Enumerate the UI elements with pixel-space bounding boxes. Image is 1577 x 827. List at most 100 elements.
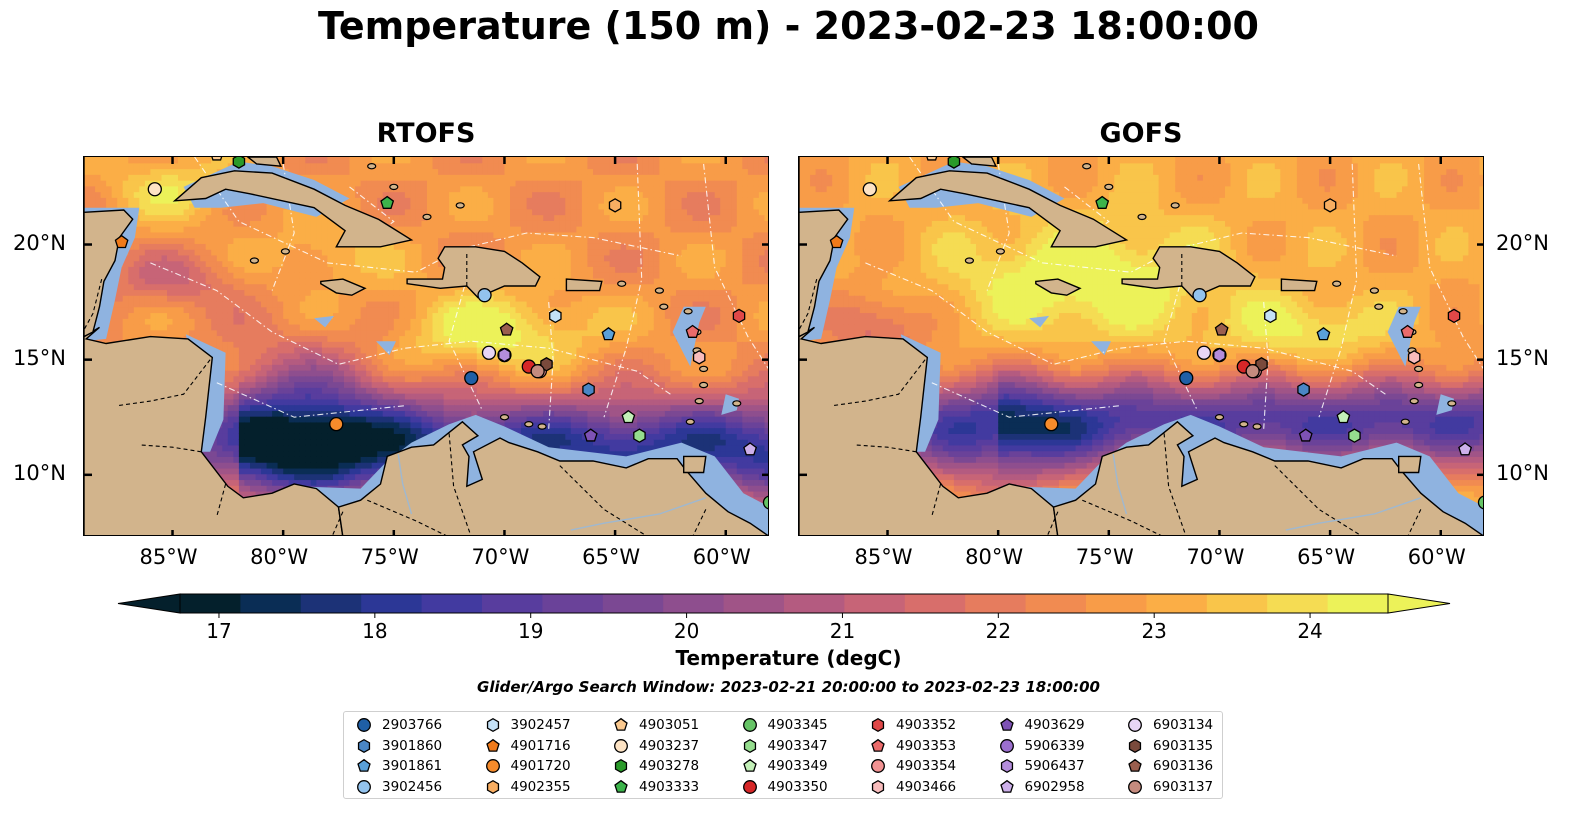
legend-label: 4903354	[896, 758, 957, 774]
gofs-country-border	[832, 359, 926, 407]
rtofs-lon-label: 75°W	[360, 545, 419, 569]
rtofs-country-border	[332, 511, 344, 535]
legend-label: 3901861	[382, 758, 443, 774]
rtofs-platform-6903134	[481, 345, 497, 360]
legend-marker-6903136	[1128, 758, 1142, 772]
gofs-platform-4901716	[829, 234, 844, 249]
legend-marker-5906437	[1000, 758, 1013, 774]
legend-marker-icon	[614, 738, 628, 753]
rtofs-shallow-water	[376, 341, 396, 356]
rtofs-lon-label: 70°W	[471, 545, 530, 569]
map-gofs	[798, 156, 1484, 536]
gofs-island	[995, 248, 1005, 255]
colorbar-tick-label: 20	[674, 619, 699, 640]
gofs-platform-4903629	[1298, 428, 1313, 442]
legend-item: 4903349	[742, 756, 828, 776]
gofs-island	[964, 257, 974, 264]
legend-label: 6903136	[1153, 758, 1214, 774]
rtofs-platform-4903278	[232, 157, 246, 169]
legend-marker-4903333	[614, 779, 628, 793]
gofs-eez-boundary	[1064, 186, 1110, 239]
colorbar-tick-label: 19	[518, 619, 543, 640]
colorbar-segment	[784, 594, 845, 613]
rtofs-platform-3901860	[582, 382, 595, 397]
legend-item: 4903353	[870, 736, 956, 756]
legend-marker-icon	[999, 717, 1014, 731]
rtofs-eez-boundary	[548, 302, 554, 429]
legend-item: 4903350	[742, 777, 828, 797]
legend-item: 3901860	[356, 736, 442, 756]
rtofs-river	[570, 497, 707, 531]
gofs-country-border	[931, 483, 942, 517]
legend-marker-icon	[357, 738, 371, 753]
panel-title-gofs: GOFS	[1099, 118, 1183, 149]
legend-item: 4901716	[485, 736, 571, 756]
rtofs-island	[659, 303, 669, 310]
legend-item: 6903135	[1127, 736, 1213, 756]
gofs-island	[1239, 421, 1249, 428]
rtofs-lon-label: 60°W	[692, 545, 751, 569]
gofs-platform-4903466	[1407, 350, 1421, 365]
gofs-country-border	[1407, 509, 1422, 535]
rtofs-land-trinidad	[683, 455, 707, 474]
gofs-island	[1332, 280, 1342, 287]
legend-marker-4901716	[485, 738, 500, 752]
legend-label: 4903349	[767, 758, 828, 774]
legend-item: 6903136	[1127, 756, 1213, 776]
legend-marker-4903349	[742, 758, 757, 772]
rtofs-lon-label: 65°W	[582, 545, 641, 569]
legend-item: 3901861	[356, 756, 442, 776]
figure-title: Temperature (150 m) - 2023-02-23 18:00:0…	[317, 4, 1259, 48]
legend-marker-4903352	[871, 717, 885, 733]
legend-marker-icon	[1128, 738, 1142, 753]
rtofs-platform-3902456	[477, 288, 492, 303]
gofs-island	[1409, 397, 1419, 405]
legend-label: 4903353	[896, 737, 957, 754]
legend-marker-icon	[485, 759, 500, 773]
gofs-platform-2903766	[1179, 370, 1194, 386]
legend-marker-icon	[486, 779, 499, 794]
rtofs-island	[698, 365, 709, 373]
legend-label: 4903629	[1024, 717, 1085, 733]
lat-label-left: 20°N	[13, 230, 66, 255]
legend-marker-icon	[614, 779, 628, 793]
colorbar-segment	[602, 594, 664, 613]
legend-marker-icon	[1128, 718, 1142, 732]
legend-label: 4903278	[639, 758, 700, 774]
rtofs-platform-3901861	[601, 327, 616, 341]
legend-label: 4903237	[639, 737, 700, 754]
colorbar-segment	[1206, 594, 1268, 613]
gofs-shallow-water	[1029, 315, 1050, 328]
colorbar-segment	[1267, 594, 1329, 613]
legend-marker-icon	[357, 758, 371, 772]
rtofs-platform-4903353	[685, 324, 700, 338]
legend-item: 4903629	[999, 715, 1085, 735]
gofs-platform-6903134	[1196, 345, 1212, 360]
colorbar-segment	[904, 594, 966, 613]
legend-item: 4903352	[870, 715, 956, 735]
rtofs-island	[422, 213, 432, 221]
colorbar-segment	[723, 594, 785, 613]
rtofs-platform-2903766	[464, 370, 479, 386]
rtofs-island	[499, 414, 510, 421]
legend-marker-icon	[871, 738, 885, 752]
gofs-land-southAmerica	[1052, 420, 1483, 535]
gofs-eez-boundary	[931, 382, 1120, 418]
gofs-country-border	[1163, 433, 1187, 535]
gofs-island	[1413, 381, 1424, 389]
search-window-text: Glider/Argo Search Window: 2023-02-21 20…	[477, 678, 1100, 696]
lat-label-right: 15°N	[1496, 345, 1549, 370]
legend-label: 4903350	[767, 778, 828, 795]
gofs-island	[1170, 202, 1180, 209]
rtofs-platform-6903137	[530, 364, 545, 379]
panel-title-rtofs: RTOFS	[376, 118, 476, 149]
gofs-lon-label: 65°W	[1297, 545, 1356, 569]
gofs-island	[1369, 287, 1380, 294]
rtofs-platform-4903333	[380, 195, 395, 209]
legend-marker-3901860	[357, 738, 371, 753]
rtofs-island	[654, 287, 665, 294]
gofs-platform-3901861	[1316, 327, 1331, 341]
legend-label: 3902456	[382, 778, 443, 795]
rtofs-platform-6903136	[499, 322, 514, 336]
rtofs-country-border	[448, 433, 472, 535]
